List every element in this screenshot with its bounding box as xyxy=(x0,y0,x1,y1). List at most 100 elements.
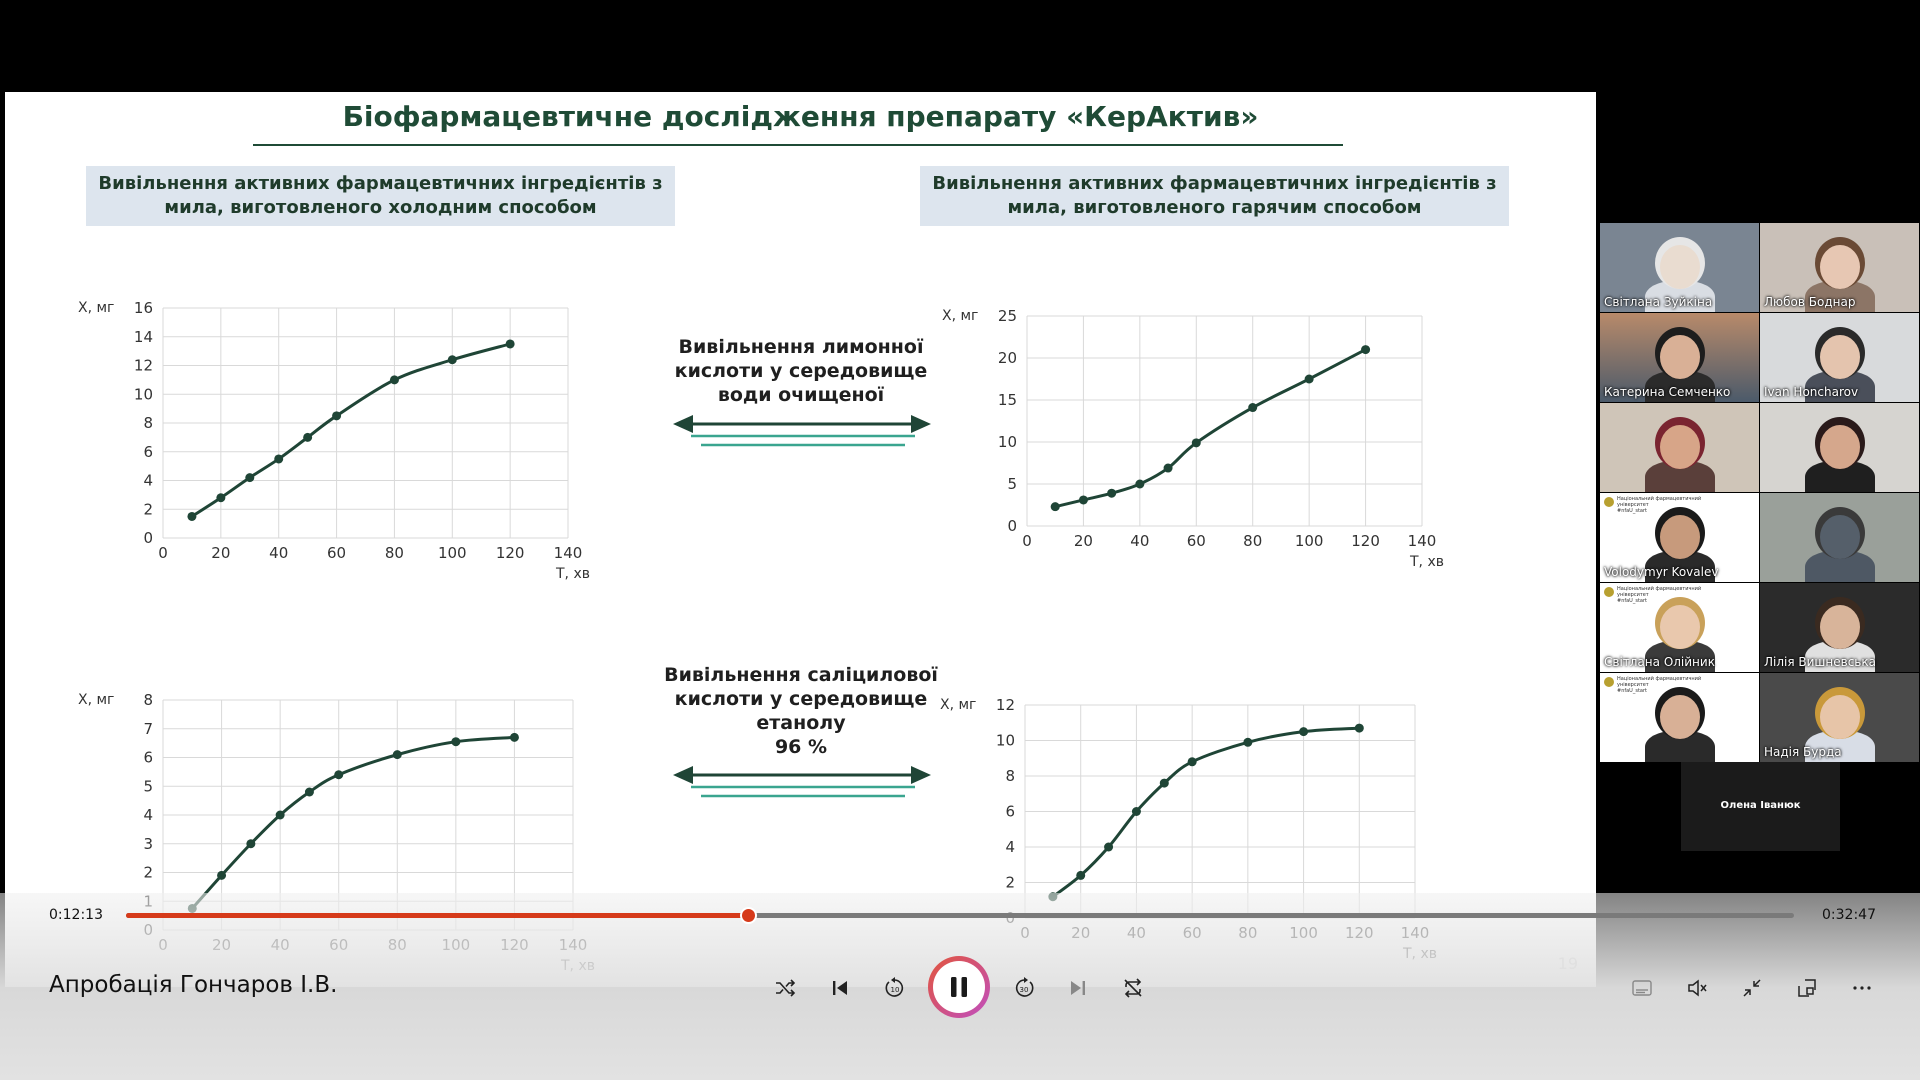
participant-tile[interactable] xyxy=(1760,403,1919,492)
y-tick-label: 25 xyxy=(998,307,1017,325)
data-point xyxy=(216,493,226,503)
rewind-10-icon: 10 xyxy=(885,977,904,997)
y-tick-label: 20 xyxy=(998,349,1017,367)
participant-tile[interactable] xyxy=(1760,493,1919,582)
series-line xyxy=(191,342,511,518)
y-tick-label: 4 xyxy=(143,806,153,824)
participant-tile[interactable]: Національний фармацевтичний університет #n… xyxy=(1600,583,1759,672)
label-citric-acid-release: Вивільнення лимонної кислоти у середовищ… xyxy=(656,335,946,407)
data-point xyxy=(1107,488,1117,498)
data-point xyxy=(1354,723,1364,733)
label-line: 96 % xyxy=(774,736,828,758)
x-tick-label: 120 xyxy=(1351,532,1380,550)
participant-tile[interactable]: Любов Боднар xyxy=(1760,223,1919,312)
participant-tile[interactable]: Ivan Honcharov xyxy=(1760,313,1919,402)
y-axis-label: Х, мг xyxy=(78,692,114,708)
active-speaker-tile[interactable]: Олена Іванюк xyxy=(1681,762,1840,851)
participant-name: Любов Боднар xyxy=(1764,295,1856,309)
label-line: Вивільнення саліцилової xyxy=(664,664,938,686)
presentation-slide: Біофармацевтичне дослідження препарату «… xyxy=(5,92,1596,987)
data-point xyxy=(1163,463,1173,473)
data-point xyxy=(1076,870,1086,880)
pause-button[interactable] xyxy=(928,956,990,1018)
volume-button[interactable] xyxy=(1682,973,1712,1003)
participant-tile[interactable]: Національний фармацевтичний університет #n… xyxy=(1600,673,1759,762)
participant-face xyxy=(1660,425,1700,469)
mini-player-button[interactable] xyxy=(1792,973,1822,1003)
forward-30-button[interactable]: 30 xyxy=(1009,973,1039,1003)
y-tick-label: 7 xyxy=(143,720,153,738)
data-point xyxy=(1104,842,1114,852)
header-cold-method: Вивільнення активних фармацевтичних інгр… xyxy=(86,166,675,226)
next-button[interactable] xyxy=(1063,973,1093,1003)
seek-bar[interactable] xyxy=(126,913,1794,918)
y-tick-label: 14 xyxy=(134,328,153,346)
x-tick-label: 120 xyxy=(496,544,525,562)
series-line xyxy=(1054,348,1367,509)
y-tick-label: 3 xyxy=(143,835,153,853)
participant-name: Надія Бурда xyxy=(1764,745,1842,759)
y-axis-label: Х, мг xyxy=(940,697,976,713)
title-underline xyxy=(253,144,1343,146)
university-logo-icon xyxy=(1604,587,1614,597)
y-tick-label: 16 xyxy=(134,299,153,317)
x-tick-label: 100 xyxy=(438,544,467,562)
logo-text-line: #nfaU_start xyxy=(1617,688,1647,694)
participant-name: Світлана Олійник xyxy=(1604,655,1715,669)
series-line xyxy=(1051,726,1360,898)
y-tick-label: 4 xyxy=(1005,838,1015,856)
participant-tile[interactable]: Надія Бурда xyxy=(1760,673,1919,762)
captions-button[interactable] xyxy=(1627,973,1657,1003)
seek-thumb[interactable] xyxy=(739,907,757,924)
y-tick-label: 6 xyxy=(143,443,153,461)
exit-fullscreen-button[interactable] xyxy=(1737,973,1767,1003)
more-options-button[interactable] xyxy=(1847,973,1877,1003)
y-tick-label: 10 xyxy=(134,385,153,403)
exit-fullscreen-icon xyxy=(1743,979,1761,997)
skip-next-icon xyxy=(1071,981,1085,995)
data-point xyxy=(451,737,461,747)
data-point xyxy=(509,732,519,742)
logo-text-line: університет xyxy=(1617,682,1649,688)
y-tick-label: 8 xyxy=(143,414,153,432)
participant-tile[interactable]: Лілія Вишневська xyxy=(1760,583,1919,672)
data-point xyxy=(246,839,256,849)
participant-tile[interactable]: Національний фармацевтичний університет #n… xyxy=(1600,493,1759,582)
x-tick-label: 20 xyxy=(211,544,230,562)
y-tick-label: 10 xyxy=(996,732,1015,750)
rewind-10-button[interactable]: 10 xyxy=(880,973,910,1003)
series-line xyxy=(191,735,515,910)
y-tick-label: 2 xyxy=(143,500,153,518)
x-tick-label: 20 xyxy=(1074,532,1093,550)
data-point xyxy=(334,770,344,780)
y-tick-label: 0 xyxy=(143,529,153,547)
y-tick-label: 6 xyxy=(1005,803,1015,821)
shuffle-button[interactable] xyxy=(770,973,800,1003)
data-point xyxy=(1191,438,1201,448)
x-tick-label: 40 xyxy=(269,544,288,562)
current-time: 0:12:13 xyxy=(49,907,103,923)
participant-tile[interactable]: Світлана Зуйкіна xyxy=(1600,223,1759,312)
y-tick-label: 2 xyxy=(143,864,153,882)
data-point xyxy=(1050,502,1060,512)
slide-title: Біофармацевтичне дослідження препарату «… xyxy=(342,100,1259,133)
x-tick-label: 0 xyxy=(158,544,168,562)
mini-player-icon xyxy=(1798,979,1816,997)
label-line: етанолу xyxy=(756,712,846,734)
participant-face xyxy=(1820,335,1860,379)
participant-tile[interactable] xyxy=(1600,403,1759,492)
data-point xyxy=(332,411,342,421)
participant-face xyxy=(1820,695,1860,739)
repeat-button[interactable] xyxy=(1118,973,1148,1003)
participant-face xyxy=(1660,605,1700,649)
university-logo-text: Національний фармацевтичний університет #n… xyxy=(1617,586,1737,604)
data-point xyxy=(1187,757,1197,767)
participant-face xyxy=(1820,245,1860,289)
participant-face xyxy=(1820,605,1860,649)
participant-name: Лілія Вишневська xyxy=(1764,655,1876,669)
pause-button-face xyxy=(933,961,985,1013)
logo-text-line: університет xyxy=(1617,592,1649,598)
previous-button[interactable] xyxy=(825,973,855,1003)
participant-tile[interactable]: Катерина Семченко xyxy=(1600,313,1759,402)
logo-text-line: #nfaU_start xyxy=(1617,598,1647,604)
